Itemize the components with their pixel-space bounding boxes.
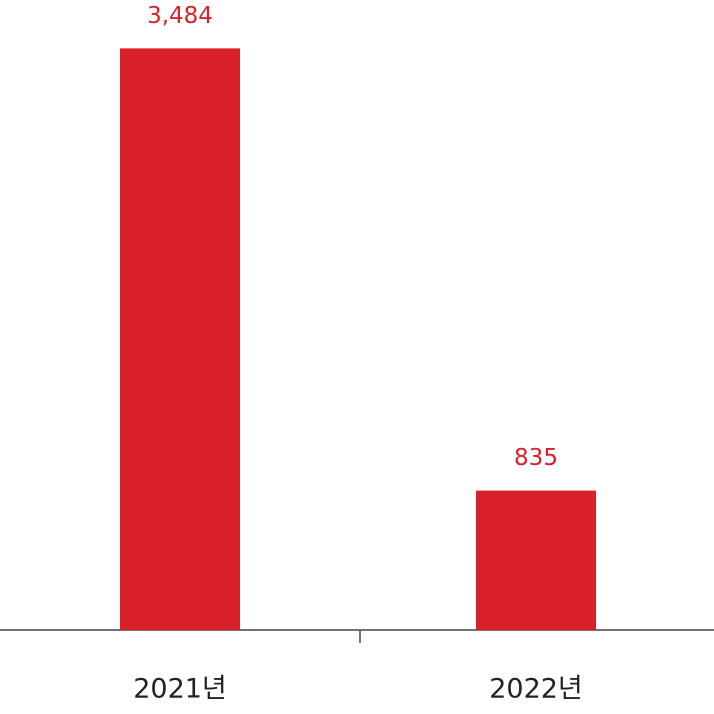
value-label: 3,484 bbox=[147, 3, 213, 29]
x-tick-label: 2021년 bbox=[133, 674, 227, 705]
bar bbox=[476, 490, 596, 630]
bar bbox=[120, 48, 240, 631]
x-tick-label: 2022년 bbox=[489, 674, 583, 705]
value-label: 835 bbox=[514, 445, 558, 471]
